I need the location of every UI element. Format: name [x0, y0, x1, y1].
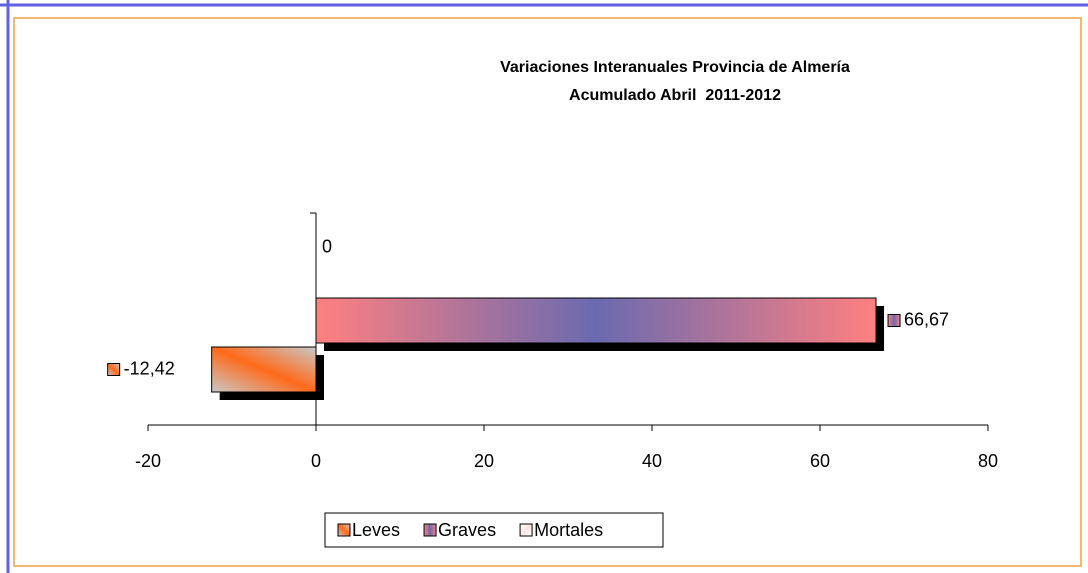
x-tick-label: 40: [642, 451, 662, 471]
chart-subtitle: Acumulado Abril 2011-2012: [569, 87, 781, 104]
x-tick-label: 20: [474, 451, 494, 471]
x-tick-label: -20: [135, 451, 161, 471]
chart-title: Variaciones Interanuales Provincia de Al…: [500, 59, 850, 76]
x-tick-label: 60: [810, 451, 830, 471]
x-tick-label: 80: [978, 451, 998, 471]
x-tick-label: 0: [311, 451, 321, 471]
legend-key: [337, 523, 351, 537]
legend-box: [324, 512, 664, 548]
legend-key: [423, 523, 437, 537]
legend-label: Graves: [438, 520, 496, 540]
chart-border: [13, 17, 1082, 567]
bar: [315, 297, 877, 344]
legend-label: Leves: [352, 520, 400, 540]
value-label: -12,42: [124, 358, 175, 378]
value-label: 0: [322, 236, 332, 256]
value-label-key: [107, 363, 121, 376]
value-label: 66,67: [904, 309, 949, 329]
value-label-key: [887, 314, 901, 327]
bar: [211, 346, 317, 393]
legend-label: Mortales: [534, 520, 603, 540]
legend-key: [519, 523, 533, 537]
